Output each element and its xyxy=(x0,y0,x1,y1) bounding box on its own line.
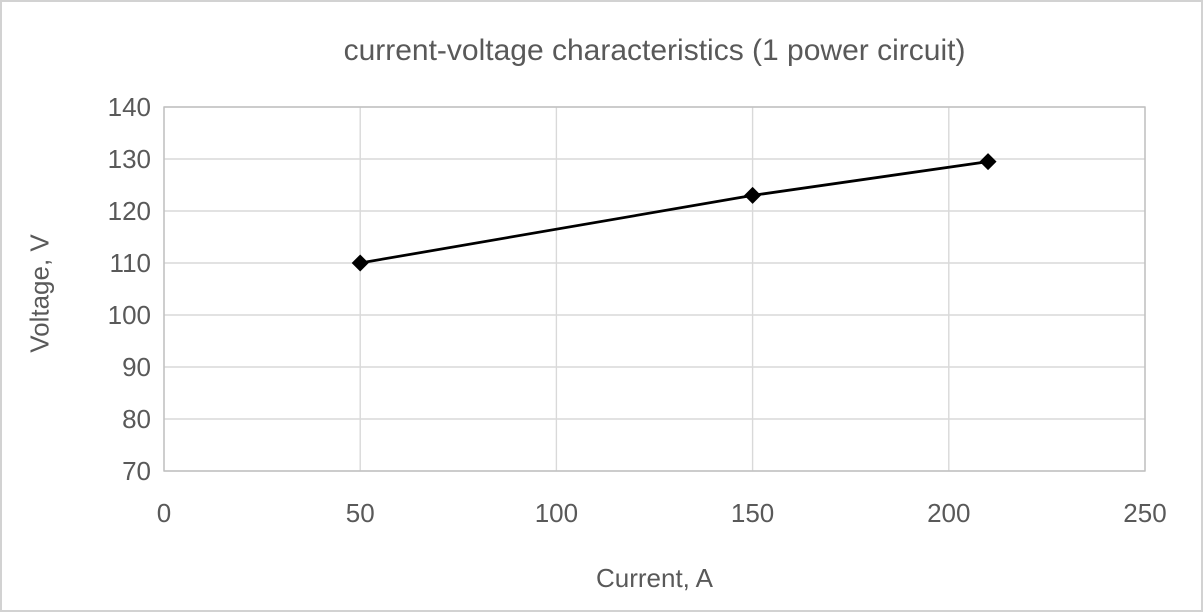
data-line xyxy=(359,160,989,265)
y-tick-label: 70 xyxy=(122,456,151,486)
x-tick-label: 150 xyxy=(731,498,774,528)
chart-title: current-voltage characteristics (1 power… xyxy=(343,34,966,67)
x-tick-label: 50 xyxy=(346,498,375,528)
plot-border xyxy=(163,106,1146,472)
x-tick-label: 0 xyxy=(157,498,171,528)
data-point-marker xyxy=(979,153,997,171)
x-axis-title: Current, A xyxy=(595,563,714,593)
data-point-marker xyxy=(351,254,369,272)
x-tick-label: 100 xyxy=(535,498,578,528)
data-point-marker xyxy=(744,186,762,204)
y-tick-label: 90 xyxy=(122,352,151,382)
y-tick-label: 100 xyxy=(108,300,151,330)
x-tick-label: 200 xyxy=(927,498,970,528)
y-tick-label: 120 xyxy=(108,196,151,226)
y-tick-label: 140 xyxy=(108,92,151,122)
y-tick-label: 130 xyxy=(108,144,151,174)
x-tick-label: 250 xyxy=(1123,498,1166,528)
y-tick-label: 80 xyxy=(122,404,151,434)
y-tick-label: 110 xyxy=(110,248,151,278)
